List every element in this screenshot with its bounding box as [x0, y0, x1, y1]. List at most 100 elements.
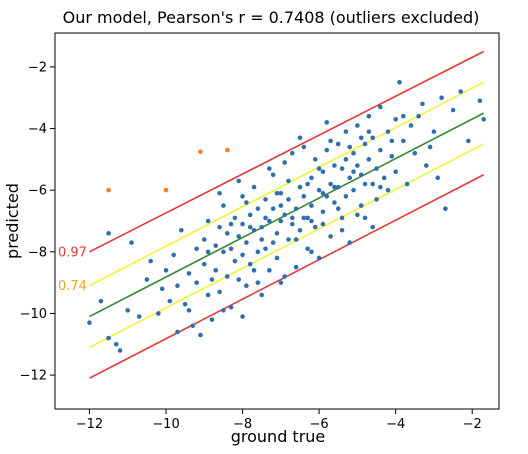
data-point	[347, 144, 353, 150]
data-point	[332, 184, 337, 190]
data-point	[244, 240, 249, 245]
data-point	[198, 332, 203, 338]
data-point	[332, 163, 337, 168]
data-point	[309, 175, 314, 181]
data-point	[267, 218, 272, 224]
data-point	[324, 147, 330, 153]
data-point	[259, 292, 264, 298]
data-point	[397, 80, 402, 85]
data-point	[312, 224, 318, 230]
data-point	[282, 212, 287, 218]
data-point	[378, 184, 383, 190]
data-point	[324, 194, 330, 199]
data-point	[435, 175, 441, 181]
data-point	[267, 166, 272, 171]
data-point	[148, 258, 153, 264]
data-point	[228, 246, 234, 252]
data-point	[106, 335, 111, 341]
data-point	[332, 200, 337, 205]
data-point	[236, 277, 242, 282]
data-point	[355, 123, 360, 128]
data-point	[324, 120, 330, 125]
data-point	[290, 221, 295, 227]
data-point	[366, 157, 372, 162]
data-point	[179, 227, 184, 233]
data-point	[221, 308, 226, 313]
data-point	[297, 227, 303, 233]
data-point	[186, 271, 192, 276]
data-point	[305, 215, 310, 221]
data-point	[431, 129, 437, 134]
data-point	[335, 206, 341, 211]
data-point	[393, 169, 398, 174]
data-point	[343, 194, 349, 199]
data-point	[320, 169, 326, 174]
data-point	[247, 212, 253, 218]
data-point	[282, 160, 287, 165]
data-point	[312, 157, 318, 162]
data-point	[278, 218, 284, 224]
data-point	[87, 320, 92, 326]
data-point	[278, 203, 284, 208]
data-point	[221, 203, 226, 208]
data-point	[171, 252, 176, 258]
data-point	[129, 240, 134, 245]
data-point	[240, 194, 245, 199]
data-point	[320, 190, 326, 196]
band-annotations: 0.97 0.74	[58, 245, 87, 294]
data-point	[343, 157, 349, 162]
data-point	[267, 268, 272, 273]
data-point	[286, 178, 291, 184]
data-point	[240, 314, 245, 319]
data-point	[106, 231, 111, 236]
outlier-point	[106, 187, 111, 193]
data-point	[358, 203, 364, 208]
data-point	[309, 203, 314, 208]
y-tick-label: −8	[28, 245, 47, 260]
outlier-point	[224, 147, 230, 153]
data-point	[328, 181, 333, 187]
data-point	[224, 231, 230, 236]
data-point	[404, 181, 410, 187]
data-point	[408, 123, 414, 128]
data-point	[236, 178, 242, 184]
data-point	[297, 184, 303, 190]
data-point	[194, 246, 199, 252]
outlier-point	[198, 149, 203, 154]
data-point	[343, 129, 349, 134]
data-point	[113, 341, 119, 347]
data-point	[370, 181, 375, 187]
reference-line-upper-red	[89, 50, 485, 253]
data-point	[255, 206, 261, 211]
data-point	[370, 224, 375, 230]
data-point	[378, 104, 383, 110]
data-point	[247, 261, 253, 267]
data-point	[167, 298, 173, 304]
data-point	[309, 218, 314, 224]
data-point	[270, 172, 276, 178]
data-point	[320, 209, 326, 215]
data-point	[385, 129, 391, 134]
x-axis: −12 −10 −8 −6 −4 −2	[76, 409, 482, 432]
data-point	[389, 153, 395, 159]
data-point	[347, 175, 353, 181]
data-point	[450, 107, 456, 113]
data-point	[423, 163, 429, 168]
data-point	[251, 184, 257, 190]
data-point	[420, 101, 425, 107]
data-point	[259, 237, 264, 242]
data-point	[389, 138, 395, 144]
band-label: 0.74	[58, 279, 87, 294]
data-point	[182, 301, 188, 307]
chart-title: Our model, Pearson's r = 0.7408 (outlier…	[63, 8, 480, 27]
data-point	[412, 150, 418, 156]
data-point	[335, 184, 341, 190]
data-point	[156, 311, 161, 316]
data-point	[309, 249, 314, 255]
data-point	[244, 283, 249, 289]
data-point	[255, 280, 261, 285]
data-point	[163, 268, 169, 273]
data-point	[366, 129, 372, 134]
data-point	[293, 206, 299, 211]
reference-line-upper-yellow	[89, 81, 485, 287]
